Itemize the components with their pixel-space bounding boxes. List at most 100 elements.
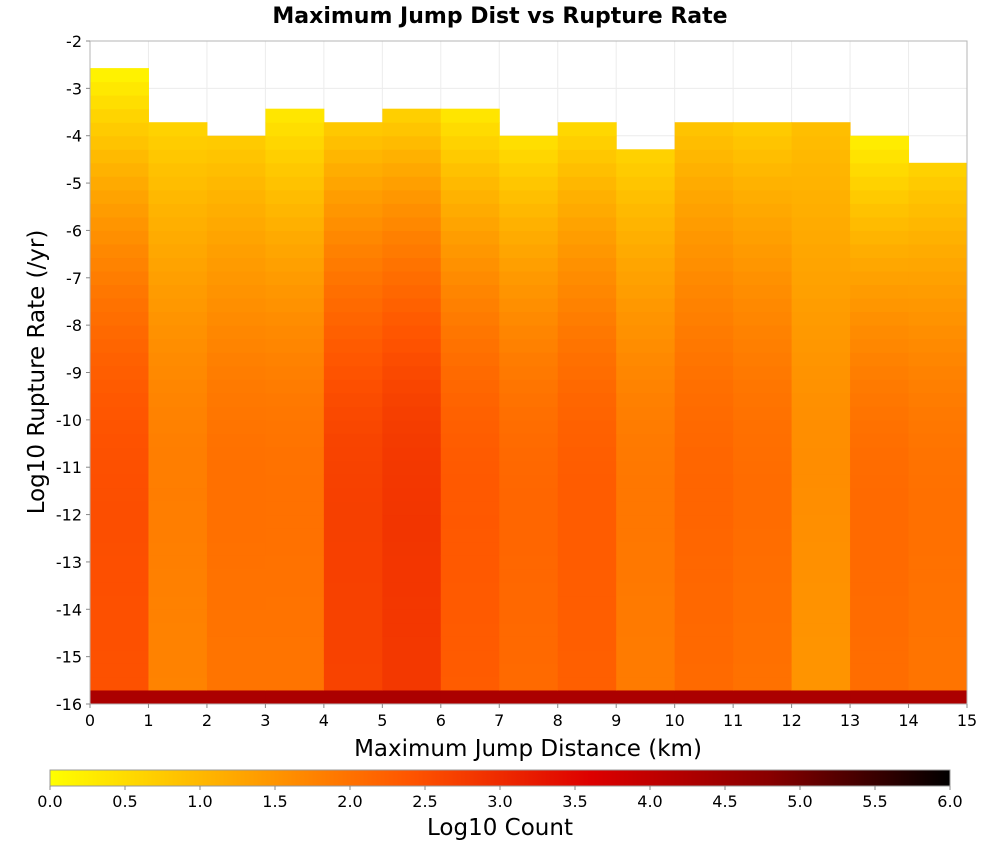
heatmap-cell xyxy=(733,379,793,394)
x-tick-label: 13 xyxy=(840,711,860,730)
heatmap-cell xyxy=(323,514,383,529)
heatmap-cell xyxy=(850,555,910,570)
heatmap-cell xyxy=(265,365,325,380)
heatmap-cell xyxy=(674,352,734,367)
heatmap-cell xyxy=(908,663,968,678)
heatmap-cell xyxy=(148,203,208,218)
heatmap-cell xyxy=(674,189,734,204)
heatmap-cell xyxy=(616,649,676,664)
heatmap-cell xyxy=(382,135,442,150)
heatmap-cell xyxy=(499,514,559,529)
heatmap-cell xyxy=(206,216,266,231)
heatmap-cell xyxy=(908,189,968,204)
heatmap-cell xyxy=(557,582,617,597)
heatmap-cell xyxy=(206,325,266,340)
colorbar-tick-label: 6.0 xyxy=(937,792,962,811)
x-tick-label: 6 xyxy=(436,711,446,730)
heatmap-cell xyxy=(733,514,793,529)
heatmap-cell xyxy=(206,352,266,367)
heatmap-cell xyxy=(440,243,500,259)
heatmap-cell xyxy=(206,473,266,489)
heatmap-cell xyxy=(616,298,676,313)
heatmap-cell xyxy=(791,325,851,340)
heatmap-cell-bottom xyxy=(908,690,968,704)
heatmap-cell xyxy=(674,365,734,380)
heatmap-cell xyxy=(850,595,910,610)
heatmap-cell-bottom xyxy=(323,690,383,704)
heatmap-cell xyxy=(90,528,149,543)
heatmap-cell xyxy=(616,162,676,177)
heatmap-cell xyxy=(323,311,383,326)
heatmap-cell xyxy=(90,676,149,691)
heatmap-cell xyxy=(148,460,208,475)
heatmap-cell xyxy=(674,663,734,678)
heatmap-cell xyxy=(674,555,734,570)
heatmap-cell xyxy=(791,649,851,664)
heatmap-cell xyxy=(323,257,383,272)
heatmap-cell xyxy=(148,446,208,461)
heatmap-cell xyxy=(148,555,208,570)
heatmap-cell xyxy=(382,162,442,177)
heatmap-cell xyxy=(908,568,968,583)
heatmap-cell xyxy=(733,649,793,664)
heatmap-cell xyxy=(733,609,793,624)
heatmap-cell xyxy=(206,433,266,448)
heatmap-cell-bottom xyxy=(265,690,325,704)
heatmap-cell xyxy=(382,379,442,394)
heatmap-cell xyxy=(148,352,208,367)
heatmap-cell xyxy=(499,487,559,502)
heatmap-cell xyxy=(265,568,325,583)
heatmap-cell xyxy=(674,257,734,272)
heatmap-cell xyxy=(265,406,325,421)
heatmap-cell xyxy=(382,243,442,259)
heatmap-cell xyxy=(557,419,617,434)
heatmap-cell xyxy=(499,162,559,177)
heatmap-cell xyxy=(499,284,559,299)
heatmap-cell xyxy=(382,460,442,475)
heatmap-cell xyxy=(148,135,208,150)
heatmap-cell xyxy=(206,582,266,597)
heatmap-cell xyxy=(323,676,383,691)
heatmap-cell xyxy=(440,595,500,610)
heatmap-cell xyxy=(148,257,208,272)
heatmap-cell xyxy=(791,487,851,502)
heatmap-cell-bottom xyxy=(557,690,617,704)
heatmap-cell xyxy=(440,189,500,204)
heatmap-cell xyxy=(323,325,383,340)
heatmap-cell xyxy=(850,649,910,664)
heatmap-cell xyxy=(850,162,910,177)
heatmap-cell xyxy=(440,216,500,231)
heatmap-cell xyxy=(499,676,559,691)
heatmap-cell xyxy=(674,122,734,137)
heatmap-cell xyxy=(908,433,968,448)
heatmap-cell xyxy=(733,622,793,637)
heatmap-cell xyxy=(499,555,559,570)
heatmap-cell xyxy=(850,406,910,421)
heatmap-cell xyxy=(908,528,968,543)
y-tick-label: -8 xyxy=(66,316,82,335)
heatmap-cell xyxy=(733,352,793,367)
heatmap-cell xyxy=(499,338,559,353)
heatmap-cell xyxy=(323,460,383,475)
heatmap-cell xyxy=(791,311,851,326)
heatmap-cell xyxy=(499,271,559,286)
heatmap-cell xyxy=(148,582,208,597)
heatmap-cell xyxy=(265,135,325,150)
heatmap-cell xyxy=(382,622,442,637)
heatmap-cell xyxy=(499,473,559,489)
heatmap-cell xyxy=(850,338,910,353)
heatmap-cell xyxy=(265,189,325,204)
heatmap-cell xyxy=(908,676,968,691)
heatmap-cell xyxy=(382,419,442,434)
x-tick-label: 7 xyxy=(494,711,504,730)
heatmap-cell xyxy=(265,419,325,434)
heatmap-cell xyxy=(557,406,617,421)
heatmap-cell xyxy=(382,338,442,353)
heatmap-cell xyxy=(674,501,734,516)
heatmap-cell xyxy=(616,636,676,651)
y-axis-label: Log10 Rupture Rate (/yr) xyxy=(24,230,50,515)
heatmap-cell xyxy=(557,514,617,529)
heatmap-cell xyxy=(557,609,617,624)
heatmap-cell xyxy=(90,176,149,191)
heatmap-cell xyxy=(850,501,910,516)
